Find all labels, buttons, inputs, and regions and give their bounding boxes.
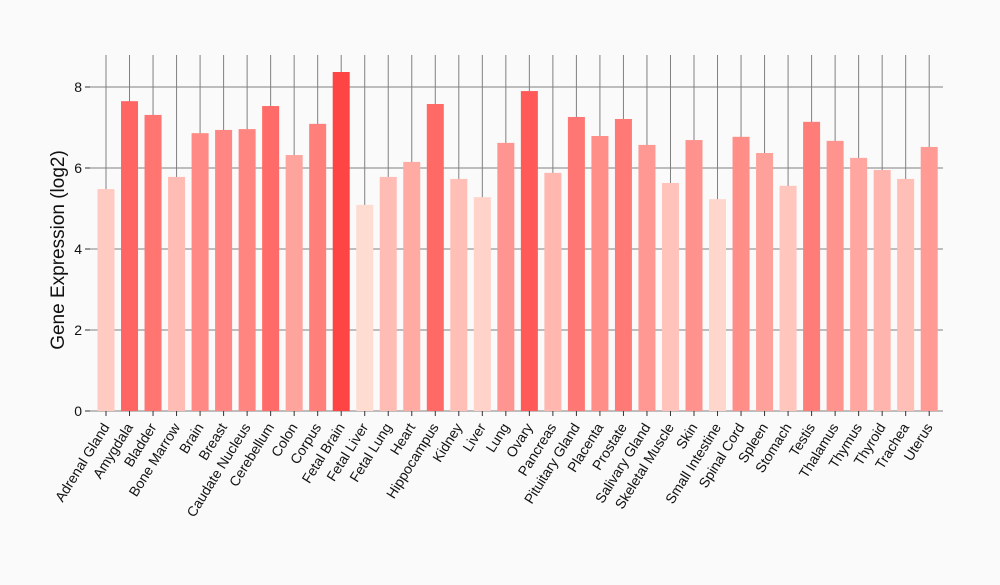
bar [661,182,679,411]
bar [544,172,562,411]
x-tick-label: Liver [459,420,489,454]
bar [826,140,844,412]
bar [379,176,397,411]
bar [97,189,115,411]
bar [567,116,585,411]
bar [497,142,515,411]
bar [873,170,891,411]
bar [168,176,186,411]
bar [403,161,421,411]
bar [121,101,139,412]
bar [426,104,444,411]
bar [332,72,350,411]
bar [756,153,774,411]
bar [356,204,374,411]
bar [591,136,609,411]
bar [685,140,703,411]
bar [850,157,868,411]
bar [191,133,209,412]
bar [638,144,656,412]
y-tick-label: 2 [74,322,82,338]
bar [520,91,538,412]
bar [309,123,327,411]
bar [262,106,280,411]
y-tick-label: 0 [74,403,82,419]
bar [614,118,632,412]
y-axis-label: Gene Expression (log2) [48,150,69,350]
bars [97,72,938,412]
bar [473,197,491,411]
y-tick-label: 8 [74,79,82,95]
bar [285,155,303,411]
bar [732,136,750,411]
bar [779,185,797,411]
bar [803,121,821,411]
y-axis-ticks: 0 2 4 6 8 [74,79,90,419]
bar [144,114,162,411]
bar [897,178,915,411]
y-tick-label: 4 [74,241,82,257]
bar [238,129,256,411]
bar [709,199,727,411]
y-tick-label: 6 [74,160,82,176]
bar [215,129,233,411]
bar [920,146,938,411]
bar [450,178,468,411]
